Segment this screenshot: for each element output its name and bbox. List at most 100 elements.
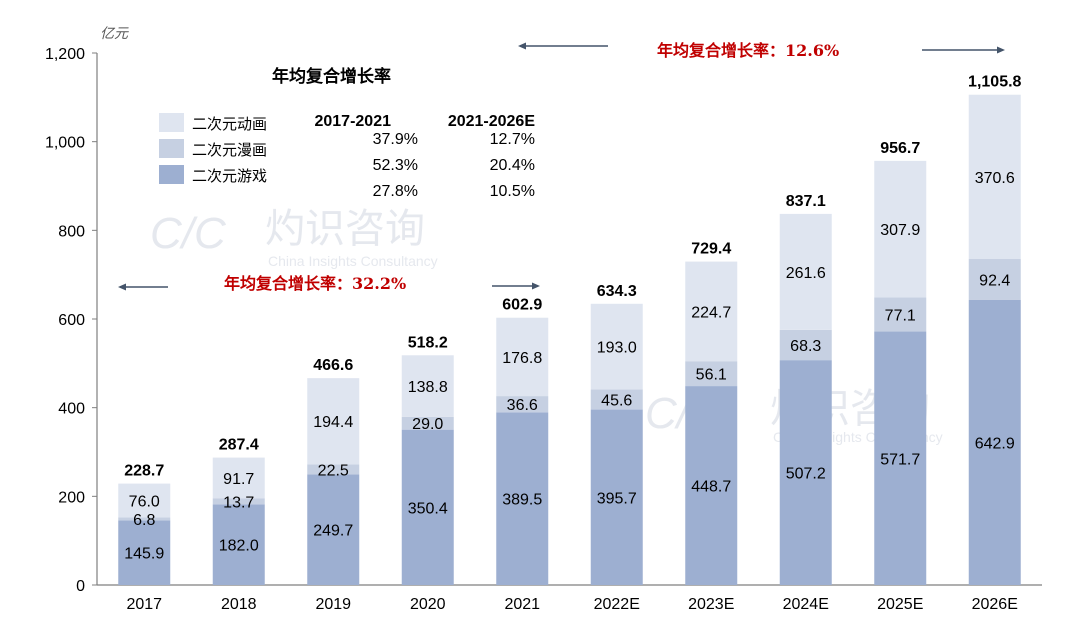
bar-segment — [874, 160, 927, 298]
x-tick-label: 2020 — [410, 596, 446, 613]
bar-total-label: 634.3 — [597, 283, 637, 300]
legend-swatch — [159, 113, 184, 132]
bar-segment — [874, 297, 927, 332]
bar-data-label: 642.9 — [975, 435, 1015, 452]
legend-cagr-value: 52.3% — [373, 157, 418, 174]
legend-col-header: 2021-2026E — [448, 113, 536, 130]
cagr-annotation-2021-2026: 年均复合增长率：12.6% — [518, 41, 1005, 60]
bar-data-label: 29.0 — [412, 416, 443, 433]
x-tick-label: 2017 — [126, 596, 162, 613]
bar-data-label: 370.6 — [975, 170, 1015, 187]
bar-total-label: 602.9 — [502, 297, 542, 314]
bar-data-label: 193.0 — [597, 340, 637, 357]
bar-data-label: 36.6 — [507, 397, 538, 414]
legend-swatch — [159, 165, 184, 184]
bar-total-label: 228.7 — [124, 463, 164, 480]
watermark-name-cn: 灼识咨询 — [265, 206, 425, 252]
bar-segment — [496, 396, 549, 413]
cagr-annotation-2017-2021: 年均复合增长率：32.2% — [118, 274, 540, 293]
bar-data-label: 145.9 — [124, 546, 164, 563]
bar-data-label: 13.7 — [223, 494, 254, 511]
bar-data-label: 138.8 — [408, 379, 448, 396]
bar-segment — [968, 299, 1021, 585]
bar-segment — [401, 355, 454, 417]
bar-data-label: 571.7 — [880, 451, 920, 468]
bar-segment — [685, 261, 738, 362]
bar-segment — [874, 331, 927, 585]
x-tick-label: 2021 — [504, 596, 540, 613]
y-tick-label: 1,200 — [45, 46, 85, 63]
bar-segment — [401, 416, 454, 430]
x-tick-label: 2025E — [877, 596, 923, 613]
bar-segment — [307, 464, 360, 475]
bar-total-label: 518.2 — [408, 334, 448, 351]
bar-segment — [118, 517, 171, 521]
bar-data-label: 261.6 — [786, 265, 826, 282]
y-tick-label: 400 — [58, 401, 85, 418]
legend-label: 二次元漫画 — [192, 141, 267, 159]
bar-segment — [590, 303, 643, 390]
bar-data-label: 91.7 — [223, 471, 254, 488]
arrow-left-icon — [518, 42, 526, 50]
x-tick-label: 2019 — [315, 596, 351, 613]
bar-data-label: 77.1 — [885, 307, 916, 324]
bar-segment — [685, 361, 738, 387]
bar-total-label: 837.1 — [786, 193, 826, 210]
legend-swatch — [159, 139, 184, 158]
legend-label: 二次元动画 — [192, 115, 267, 133]
x-tick-label: 2024E — [783, 596, 829, 613]
bar-total-label: 287.4 — [219, 437, 259, 454]
bar-data-label: 68.3 — [790, 338, 821, 355]
bar-total-label: 1,105.8 — [968, 74, 1021, 91]
legend: 年均复合增长率 2017-2021 2021-2026E 二次元动画 37.9% 1… — [159, 66, 535, 200]
bar-segment — [685, 386, 738, 585]
arrow-right-icon — [532, 282, 540, 290]
bar-data-label: 45.6 — [601, 392, 632, 409]
bar-segment — [212, 457, 265, 499]
x-tick-label: 2023E — [688, 596, 734, 613]
bar-segment — [968, 94, 1021, 260]
cagr-annotation-text: 年均复合增长率：12.6% — [657, 41, 839, 60]
y-tick-label: 1,000 — [45, 135, 85, 152]
bar-data-label: 6.8 — [133, 512, 155, 529]
bar-segment — [590, 389, 643, 410]
y-tick-label: 0 — [76, 578, 85, 595]
bar-segment — [307, 378, 360, 465]
bar-segment — [779, 213, 832, 330]
bars: 145.9 6.8 76.0 228.7 2017 182.0 13.7 91.7 287.4 2… — [118, 74, 1022, 613]
y-tick-label: 200 — [58, 489, 85, 506]
watermark-name-en: China Insights Consultancy — [268, 253, 438, 269]
y-tick-label: 800 — [58, 223, 85, 240]
x-tick-label: 2026E — [972, 596, 1018, 613]
bar-total-label: 466.6 — [313, 357, 353, 374]
bar-segment — [118, 483, 171, 518]
bar-data-label: 448.7 — [691, 479, 731, 496]
bar-segment — [212, 504, 265, 585]
bar-data-label: 76.0 — [129, 493, 160, 510]
bar-segment — [401, 429, 454, 585]
bar-data-label: 395.7 — [597, 490, 637, 507]
bar-data-label: 22.5 — [318, 462, 349, 479]
cagr-annotation-text: 年均复合增长率：32.2% — [224, 274, 406, 293]
bar-data-label: 507.2 — [786, 466, 826, 483]
legend-cagr-value: 27.8% — [373, 183, 418, 200]
bar-data-label: 92.4 — [979, 272, 1010, 289]
legend-title: 年均复合增长率 — [272, 66, 391, 87]
arrow-left-icon — [118, 283, 126, 291]
bar-data-label: 182.0 — [219, 538, 259, 555]
bar-total-label: 956.7 — [880, 140, 920, 157]
legend-cagr-value: 12.7% — [490, 131, 535, 148]
bar-segment — [779, 360, 832, 585]
bar-segment — [496, 412, 549, 585]
legend-label: 二次元游戏 — [192, 167, 267, 185]
bar-data-label: 249.7 — [313, 523, 353, 540]
bar-segment — [779, 329, 832, 361]
x-tick-label: 2018 — [221, 596, 257, 613]
arrow-right-icon — [997, 46, 1005, 54]
bar-total-label: 729.4 — [691, 241, 731, 258]
y-axis-unit-label: 亿元 — [100, 26, 129, 42]
bar-data-label: 194.4 — [313, 414, 353, 431]
bar-segment — [212, 498, 265, 505]
bar-data-label: 224.7 — [691, 304, 731, 321]
